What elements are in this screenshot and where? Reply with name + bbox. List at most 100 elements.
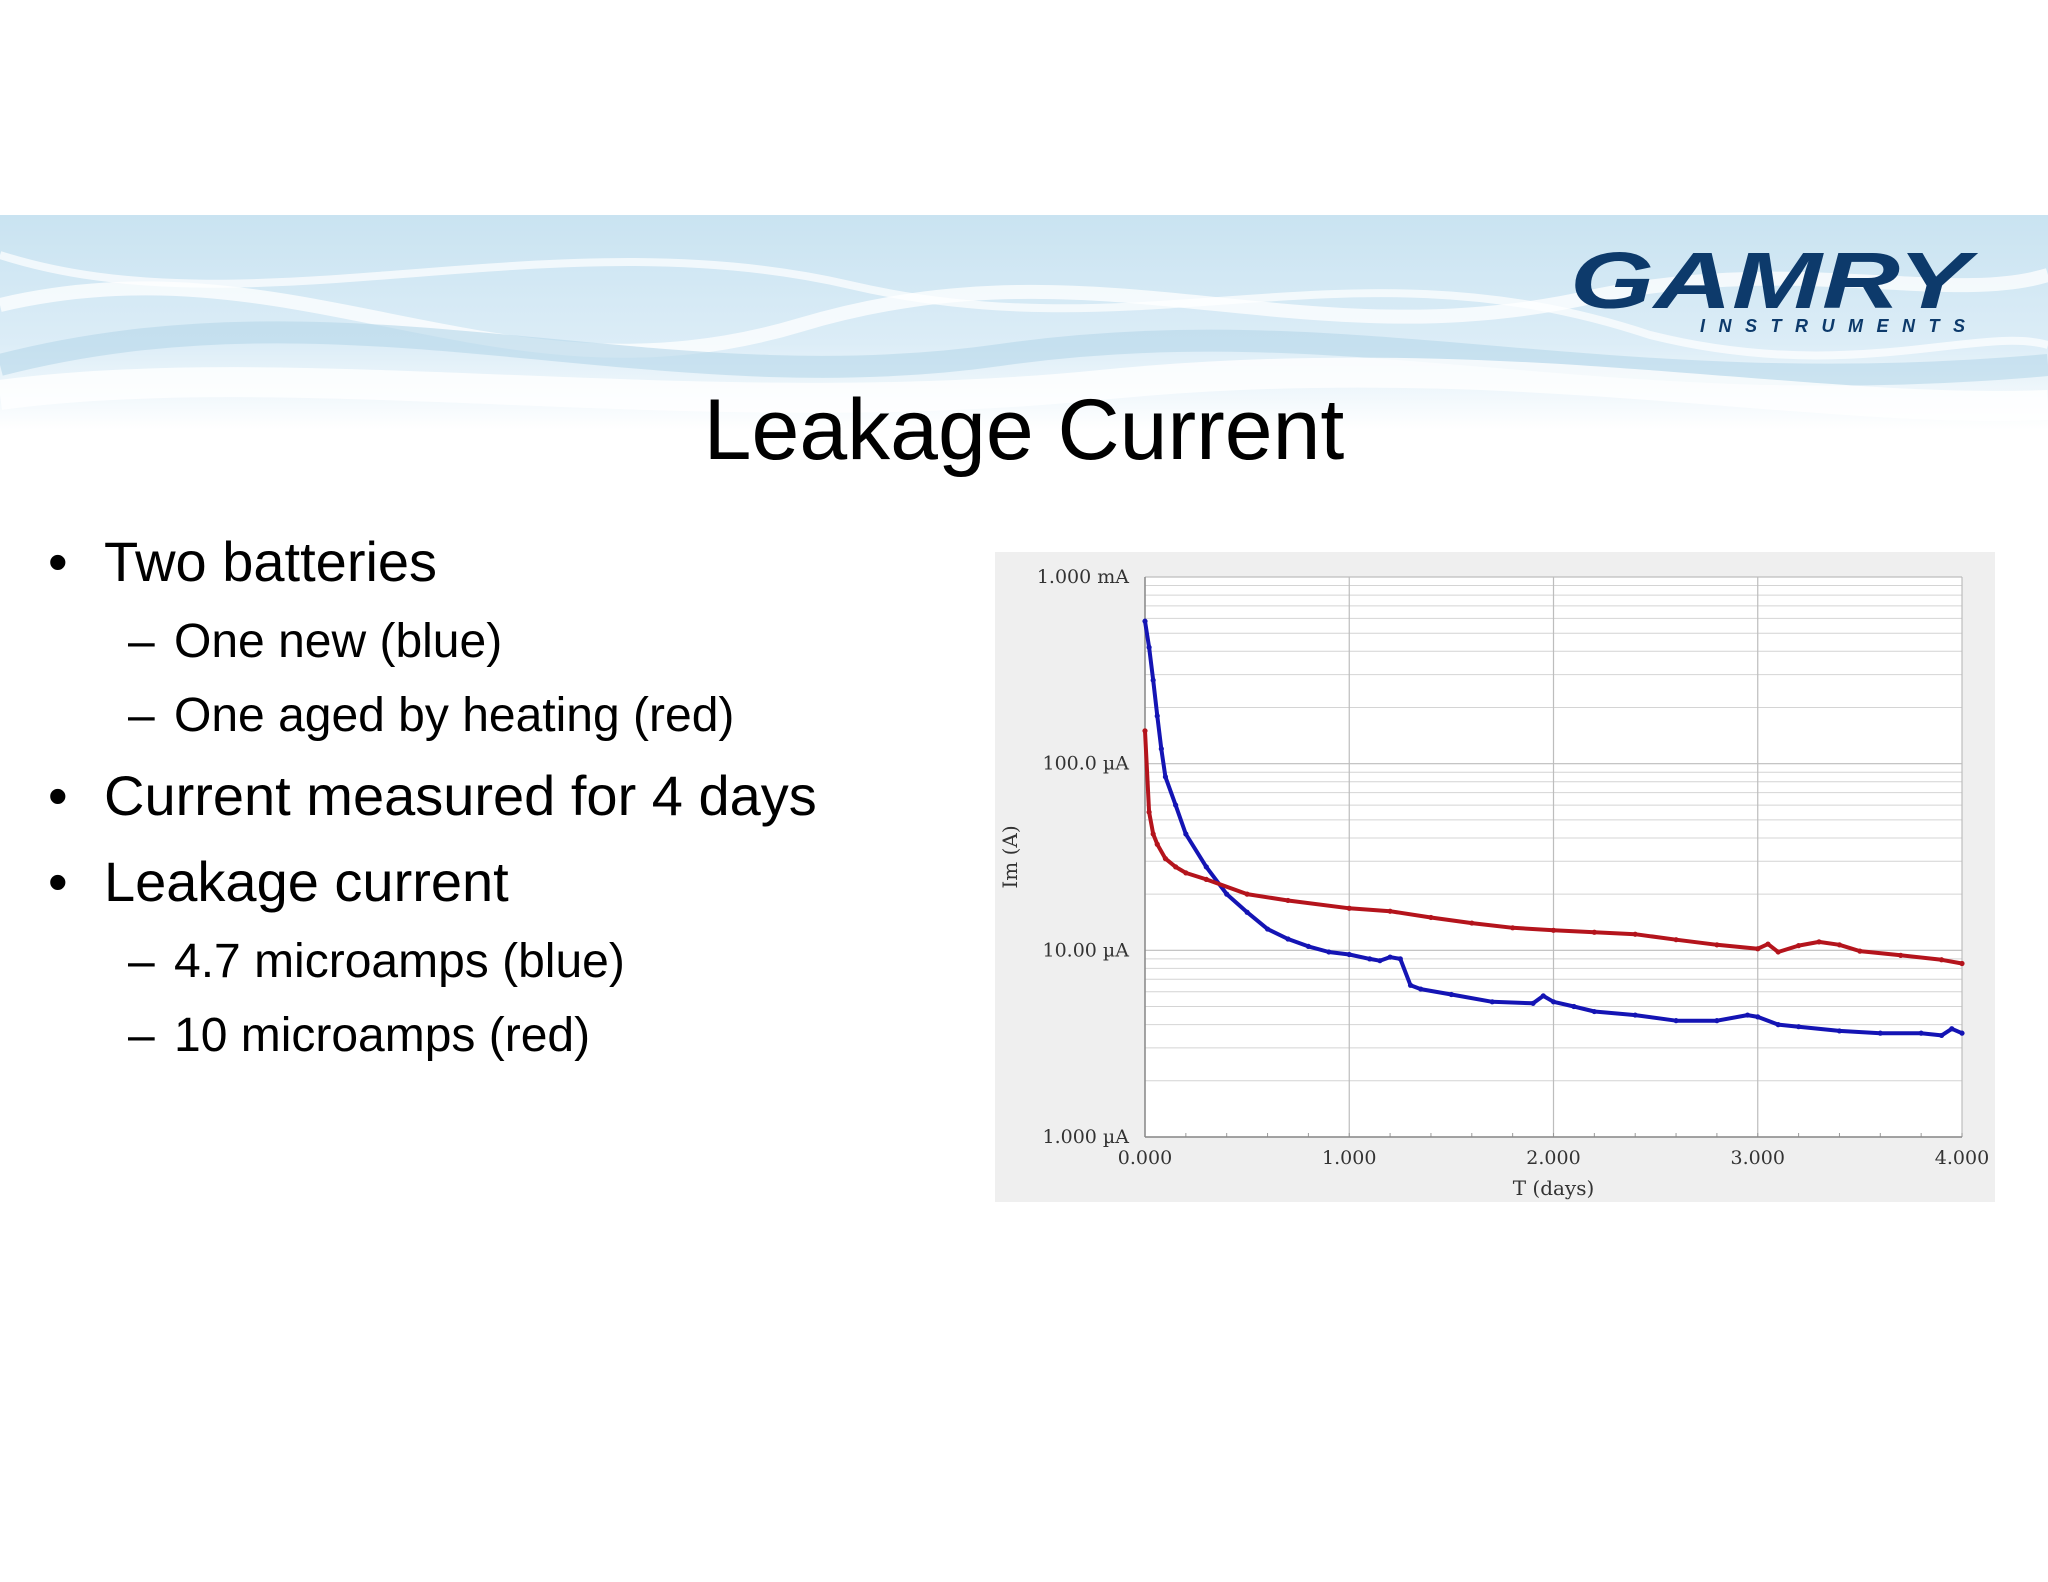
data-point	[1367, 956, 1373, 962]
sub-bullet-mark: –	[128, 689, 155, 742]
data-point	[1162, 774, 1169, 780]
data-point	[1755, 1014, 1761, 1020]
data-point	[1397, 956, 1403, 962]
data-point	[1469, 920, 1475, 926]
sub-bullet-mark: –	[128, 1009, 155, 1062]
data-point	[1632, 931, 1638, 937]
data-point	[1146, 809, 1152, 815]
data-point	[1203, 864, 1209, 870]
data-point	[1154, 713, 1160, 719]
y-tick-label: 100.0 µA	[1042, 753, 1129, 775]
data-point	[1326, 949, 1332, 955]
data-point	[1796, 1024, 1802, 1030]
data-point	[1836, 942, 1843, 948]
data-point	[1571, 1003, 1577, 1010]
data-point	[1264, 926, 1271, 932]
data-point	[1142, 618, 1148, 624]
data-point	[1183, 870, 1189, 876]
data-point	[1530, 1000, 1536, 1006]
bullet-text: Two batteries	[104, 530, 438, 593]
y-tick-label: 10.00 µA	[1042, 939, 1129, 961]
data-point	[1285, 936, 1291, 942]
data-point	[1387, 908, 1393, 914]
data-point	[1285, 897, 1291, 904]
bullet-text: Leakage current	[104, 850, 509, 913]
data-point	[1959, 1030, 1965, 1036]
data-point	[1428, 914, 1434, 921]
data-point	[1775, 1022, 1781, 1028]
x-axis-label: T (days)	[1513, 1176, 1595, 1200]
data-point	[1550, 927, 1557, 933]
sub-bullet-text: One new (blue)	[174, 615, 503, 668]
data-point	[1224, 891, 1230, 897]
data-point	[1744, 1012, 1751, 1018]
data-point	[1489, 999, 1495, 1005]
sub-bullet-mark: –	[128, 615, 155, 668]
data-point	[1146, 644, 1152, 650]
data-point	[1949, 1026, 1955, 1032]
data-point	[1540, 993, 1546, 999]
x-tick-label: 1.000	[1322, 1147, 1376, 1169]
data-point	[1173, 802, 1179, 808]
data-point	[1244, 891, 1250, 897]
data-point	[1510, 925, 1516, 931]
data-point	[1673, 937, 1679, 943]
data-point	[1714, 942, 1720, 948]
data-point	[1714, 1018, 1720, 1024]
data-point	[1142, 728, 1148, 734]
data-point	[1550, 999, 1557, 1005]
data-point	[1418, 986, 1424, 992]
data-point	[1765, 941, 1771, 947]
bullet-mark: •	[48, 850, 68, 913]
data-point	[1150, 831, 1156, 837]
y-tick-label: 1.000 mA	[1037, 566, 1129, 588]
data-point	[1877, 1030, 1883, 1036]
data-point	[1183, 831, 1189, 837]
header-banner	[0, 215, 2048, 430]
data-point	[1346, 905, 1352, 911]
data-point	[1162, 856, 1169, 862]
data-point	[1387, 954, 1393, 960]
data-point	[1632, 1012, 1638, 1018]
data-point	[1898, 952, 1904, 958]
slide-title: Leakage Current	[703, 382, 1345, 478]
x-tick-label: 0.000	[1118, 1147, 1172, 1169]
data-point	[1938, 1032, 1945, 1039]
x-tick-label: 3.000	[1731, 1147, 1785, 1169]
data-point	[1857, 948, 1863, 954]
bullet-text: Current measured for 4 days	[104, 764, 817, 827]
data-point	[1796, 943, 1802, 949]
data-point	[1673, 1018, 1679, 1024]
sub-bullet-mark: –	[128, 935, 155, 988]
data-point	[1959, 960, 1965, 967]
svg-text:GAMRY: GAMRY	[1570, 240, 1979, 325]
sub-bullet-text: 10 microamps (red)	[174, 1009, 591, 1062]
bullet-list: • Two batteries – One new (blue) – One a…	[0, 0, 960, 1582]
data-point	[1591, 929, 1597, 935]
gamry-logo: GAMRY INSTRUMENTS	[1570, 240, 1979, 336]
chart-panel: 1.000 mA 100.0 µA 10.00 µA 1.000 µA 0.000 1.0…	[995, 552, 1995, 1202]
bullet-mark: •	[48, 530, 68, 593]
data-point	[1154, 841, 1160, 847]
data-point	[1158, 746, 1164, 752]
sub-bullet-text: 4.7 microamps (blue)	[174, 935, 625, 988]
y-axis-label: Im (A)	[998, 825, 1022, 888]
data-point	[1203, 876, 1209, 882]
leakage-current-chart: 1.000 mA 100.0 µA 10.00 µA 1.000 µA0.000 1.0…	[998, 566, 1989, 1200]
data-point	[1591, 1008, 1597, 1015]
data-point	[1346, 951, 1352, 958]
data-point	[1775, 949, 1781, 955]
data-point	[1816, 939, 1822, 945]
data-point	[1377, 958, 1383, 964]
series-line-0	[1143, 619, 1964, 1038]
data-point	[1244, 909, 1250, 915]
data-point	[1150, 677, 1156, 683]
y-tick-label: 1.000 µA	[1042, 1126, 1129, 1148]
sub-bullet-text: One aged by heating (red)	[174, 689, 735, 742]
data-point	[1173, 864, 1179, 870]
data-point	[1836, 1028, 1843, 1034]
data-point	[1755, 946, 1761, 952]
x-tick-label: 4.000	[1935, 1147, 1989, 1169]
bullet-mark: •	[48, 764, 68, 827]
data-point	[1305, 943, 1311, 949]
